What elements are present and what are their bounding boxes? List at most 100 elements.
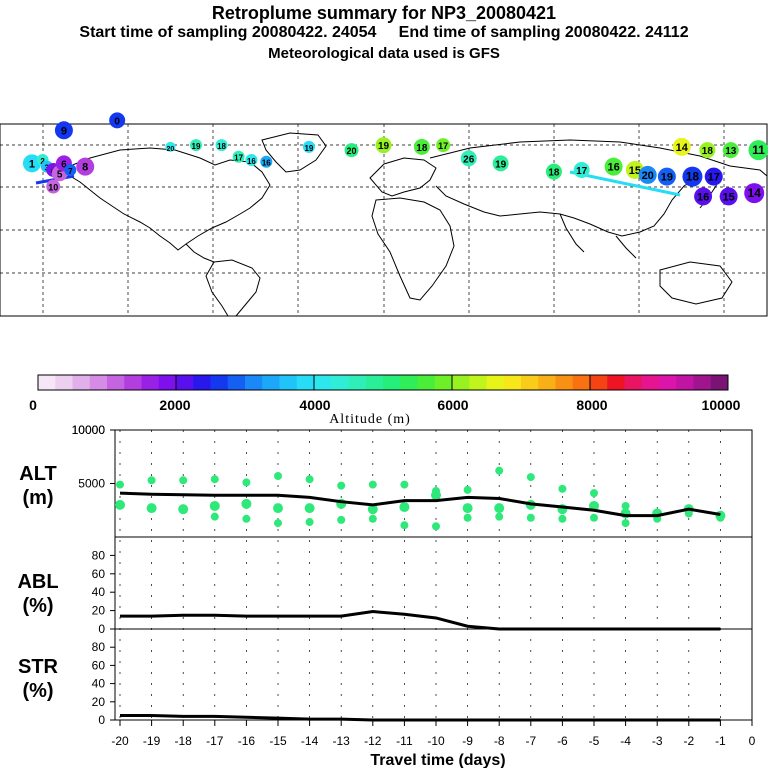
alt-dot [463,485,472,494]
colorbar-cell [607,375,625,390]
plume-point-label: 15 [629,165,641,177]
y-tick-label: 40 [92,585,106,599]
plume-point-label: 6 [61,159,67,170]
colorbar-cell [141,375,160,390]
colorbar-cell [641,375,660,390]
plume-point-13 [215,139,228,152]
plume-point-26 [604,157,623,176]
colorbar-cell [158,375,177,390]
colorbar-cell [503,375,522,390]
x-tick-label: -20 [111,734,129,748]
colorbar-cell [124,375,142,390]
alt-dot [337,515,346,524]
x-tick-label: -17 [206,734,224,748]
met-data-note: Meteorological data used is GFS [268,45,500,62]
plume-point-29 [657,167,676,186]
colorbar-cell [383,375,401,390]
plume-point-label: 7 [68,167,73,176]
plume-point-11 [165,141,176,152]
alt-dot [590,489,598,498]
colorbar-cell [590,375,608,390]
plume-point-label: 19 [495,159,507,170]
alt-dot [590,513,598,522]
colorbar-label: 0 [29,397,37,413]
alt-dot [494,503,505,514]
colorbar-cell [400,375,418,390]
plume-point-28 [638,165,657,184]
plume-point-38 [744,183,765,204]
y-tick-label: 20 [92,604,106,618]
y-axis-label: (m) [22,487,53,509]
colorbar-cell [538,375,556,390]
plume-point-30 [682,166,703,187]
plume-point-31 [704,167,723,186]
colorbar-label: 10000 [702,397,741,413]
plume-point-label: 13 [725,146,737,157]
plume-point-22 [460,150,477,167]
plume-point-18 [344,143,359,158]
plume-point-23 [492,155,509,172]
plume-point-15 [245,154,258,167]
plume-point-32 [672,137,691,156]
plume-point-35 [748,140,768,161]
alt-dot [716,513,725,522]
plume-point-label: 9 [61,125,67,137]
colorbar-title: Altitude (m) [329,412,411,427]
y-tick-label: 5000 [78,477,105,491]
alt-dot [621,501,630,510]
plume-point-label: 16 [607,162,619,174]
x-tick-label: -15 [269,734,287,748]
plume-point-36 [694,187,713,206]
plume-points: 1234567890102019181716161920191817261918… [22,112,768,206]
y-axis-label: (%) [22,595,53,617]
alt-dot [558,484,567,493]
plume-point-label: 20 [347,146,357,156]
plume-point-label: 16 [697,191,709,203]
chart-title: Retroplume summary for NP3_20080421 [211,3,557,23]
colorbar-cell [193,375,211,390]
alt-dot [589,500,599,511]
colorbar-cell [521,375,539,390]
colorbar-cell [245,375,263,390]
alt-dot [400,480,409,489]
colorbar-label: 6000 [437,397,468,413]
alt-dot [116,480,124,489]
plume-point-label: 16 [262,159,271,168]
plume-point-label: 18 [217,142,226,151]
str-line [120,713,721,722]
alt-dot [495,466,504,475]
alt-dot [621,519,630,528]
colorbar-cell [417,375,436,390]
alt-dot [432,522,440,531]
x-tick-label: -2 [683,734,694,748]
plume-point-label: 20 [642,170,654,182]
plume-point-label: 8 [82,162,88,174]
x-tick-label: -19 [143,734,161,748]
alt-dot [210,475,219,484]
alt-dot [526,513,535,522]
x-tick-label: -13 [333,734,351,748]
colorbar-cell [38,375,56,390]
plume-point-7 [76,157,95,176]
alt-dot [305,518,314,527]
y-axis-label: ABL [17,571,58,593]
alt-dot [431,490,441,501]
colorbar-cell [486,375,505,390]
plume-point-label: 15 [723,191,735,203]
x-tick-label: -3 [652,734,663,748]
alt-dot [368,480,377,489]
colorbar-cell [659,375,677,390]
plume-point-label: 18 [702,146,714,157]
colorbar-cell [693,375,712,390]
y-tick-label: 0 [98,713,105,727]
plume-point-34 [722,142,739,159]
alt-dot [463,513,472,522]
plume-point-9 [109,112,126,129]
alt-dot [274,472,282,481]
x-tick-label: -12 [364,734,382,748]
plume-point-33 [699,142,716,159]
x-tick-label: -8 [494,734,505,748]
plume-point-label: 10 [48,183,58,193]
colorbar-cell [314,375,332,390]
x-tick-label: -11 [396,734,413,748]
